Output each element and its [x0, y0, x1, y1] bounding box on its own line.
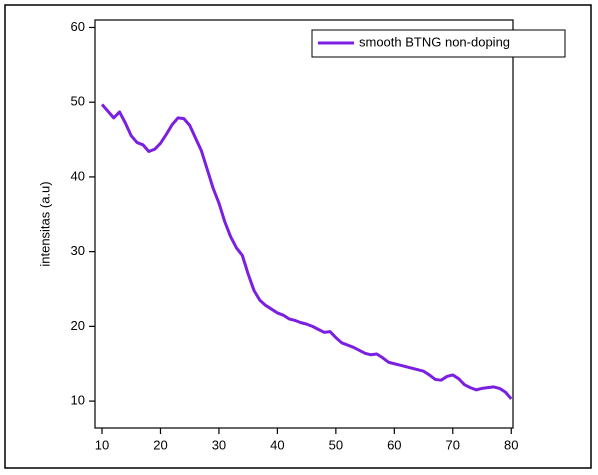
- legend-label: smooth BTNG non-doping: [359, 34, 510, 49]
- data-line: [100, 103, 513, 400]
- x-tick-label: 40: [270, 437, 284, 452]
- x-tick-label: 60: [387, 437, 401, 452]
- y-tick-label: 60: [71, 19, 85, 34]
- legend-box: [311, 29, 566, 58]
- x-tick-label: 50: [329, 437, 343, 452]
- y-tick-label: 20: [71, 318, 85, 333]
- x-tick-label: 20: [153, 437, 167, 452]
- x-tick-label: 80: [504, 437, 518, 452]
- y-tick-label: 50: [71, 94, 85, 109]
- x-tick-label: 30: [212, 437, 226, 452]
- y-tick-label: 10: [71, 393, 85, 408]
- y-tick-label: 30: [71, 243, 85, 258]
- y-tick-label: 40: [71, 168, 85, 183]
- x-tick-label: 10: [95, 437, 109, 452]
- x-tick-label: 70: [446, 437, 460, 452]
- y-axis-label: intensitas (a.u): [37, 181, 52, 266]
- outer-frame: [4, 4, 592, 469]
- plot-frame: [94, 19, 514, 429]
